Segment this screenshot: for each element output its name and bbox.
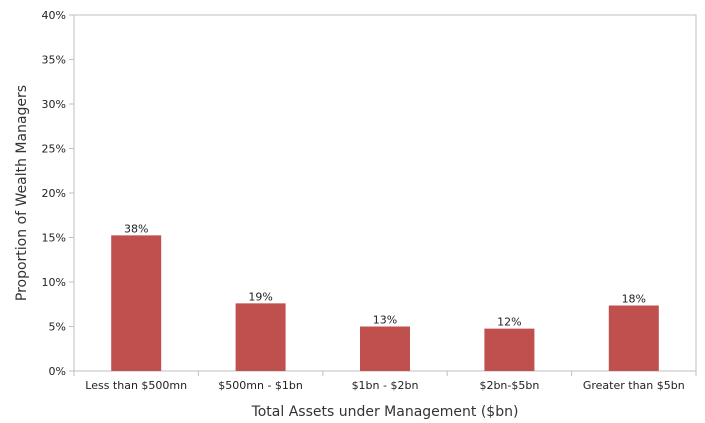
x-category-label: $2bn-$5bn [479,379,539,392]
y-tick-label: 10% [42,276,66,289]
y-tick-label: 15% [42,232,66,245]
y-axis-ticks: 0% 5% 10% 15% 20% 25% 30% 35% 40% [42,9,74,378]
y-tick-label: 20% [42,187,66,200]
y-tick-label: 40% [42,9,66,22]
x-category-label: Less than $500mn [85,379,187,392]
bar [111,235,162,371]
x-category-label: Greater than $5bn [583,379,685,392]
data-labels: 38% 19% 13% 12% 18% [124,222,646,328]
y-tick-label: 30% [42,98,66,111]
y-tick-label: 5% [49,321,66,334]
x-category-label: $500mn - $1bn [218,379,303,392]
y-tick-label: 0% [49,365,66,378]
bar-series [111,235,659,371]
data-label: 13% [373,314,397,327]
x-axis-labels: Less than $500mn $500mn - $1bn $1bn - $2bn… [73,371,697,392]
data-label: 18% [622,292,646,305]
y-tick-label: 35% [42,54,66,67]
data-label: 12% [497,316,521,329]
bar [360,326,410,371]
bar [235,303,286,371]
bar [608,305,659,371]
x-axis-title: Total Assets under Management ($bn) [251,404,519,420]
x-category-label: $1bn - $2bn [352,379,419,392]
y-axis-title: Proportion of Wealth Managers [14,85,30,301]
bar [484,328,535,371]
data-label: 19% [248,290,272,303]
y-tick-label: 25% [42,143,66,156]
data-label: 38% [124,222,148,235]
